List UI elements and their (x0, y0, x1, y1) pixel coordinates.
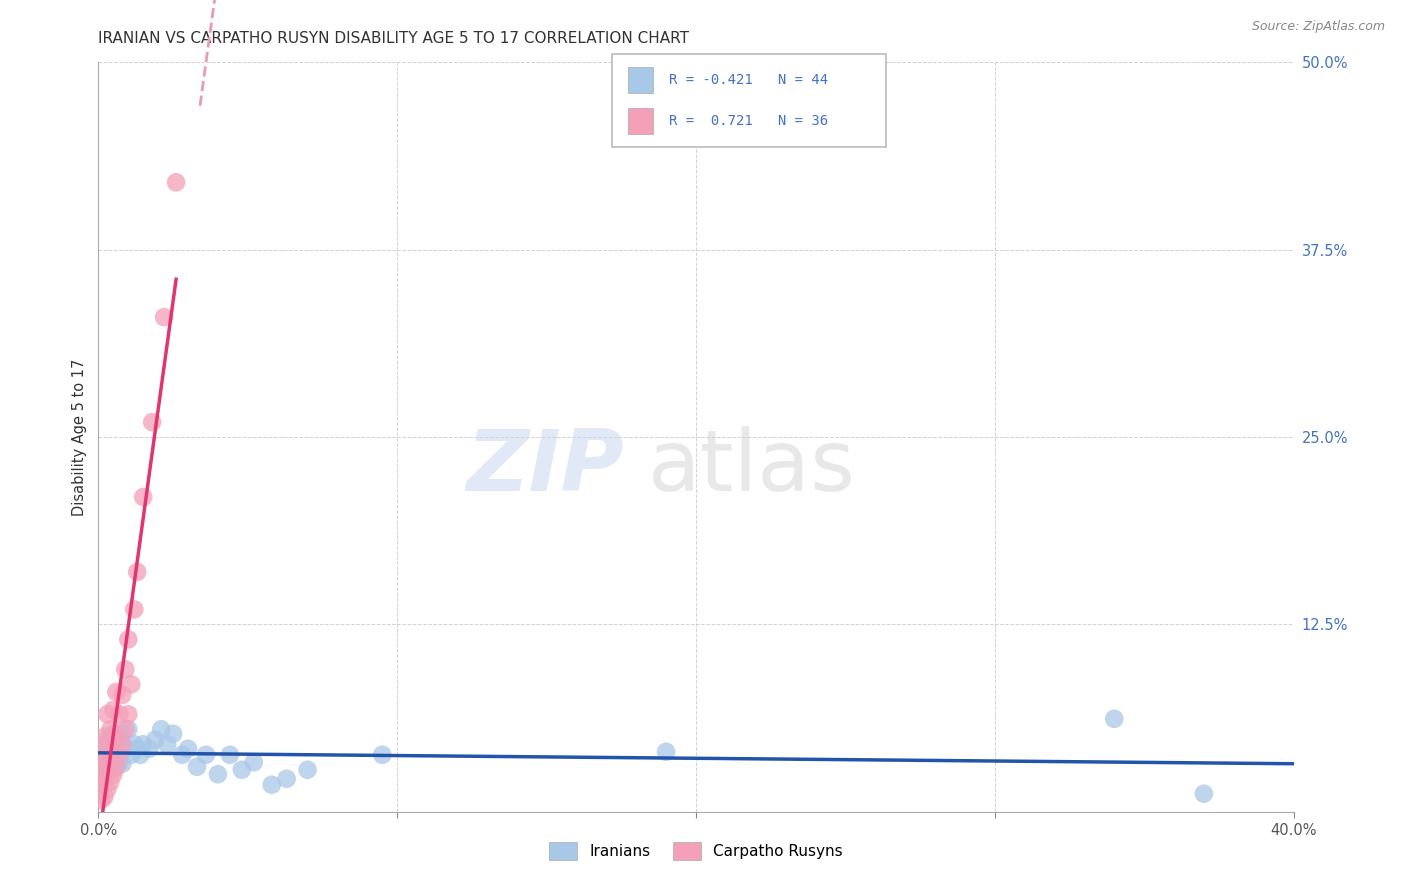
Point (108, 747, 131, 762)
Text: atlas: atlas (648, 425, 856, 508)
Point (141, 415, 163, 429)
Point (138, 741, 160, 756)
Bar (628, 67, 652, 93)
Point (108, 707, 131, 722)
Point (96, 732, 118, 747)
Point (186, 760, 208, 774)
Point (93, 767, 115, 781)
Point (96, 707, 118, 722)
Point (111, 756, 134, 771)
Point (120, 747, 142, 762)
Point (150, 723, 173, 737)
Point (103, 703, 125, 717)
Point (129, 747, 152, 762)
Point (93, 730, 115, 744)
Point (108, 756, 131, 770)
Point (96, 756, 118, 771)
Point (93, 772, 115, 786)
Bar (628, 108, 652, 134)
Point (105, 730, 128, 744)
Point (124, 737, 146, 751)
Point (162, 727, 184, 741)
Point (127, 741, 149, 756)
Point (103, 727, 125, 741)
Point (177, 741, 200, 756)
Point (111, 688, 134, 702)
Point (114, 741, 136, 756)
Point (260, 778, 283, 792)
Point (96, 782, 118, 797)
Text: IRANIAN VS CARPATHO RUSYN DISABILITY AGE 5 TO 17 CORRELATION CHART: IRANIAN VS CARPATHO RUSYN DISABILITY AGE… (98, 31, 689, 46)
Point (103, 747, 125, 762)
Point (111, 737, 134, 751)
Point (90, 763, 112, 777)
Point (96, 763, 118, 777)
Point (297, 763, 319, 777)
Point (105, 737, 128, 751)
Point (207, 767, 229, 781)
Point (132, 737, 155, 751)
Text: ZIP: ZIP (467, 425, 624, 508)
Point (98, 774, 122, 789)
Point (114, 662, 136, 676)
Point (120, 677, 142, 691)
Point (231, 763, 253, 777)
Point (117, 632, 139, 647)
Point (103, 767, 125, 781)
Point (117, 707, 139, 722)
Point (103, 763, 125, 777)
Point (219, 747, 242, 762)
Point (111, 727, 134, 741)
Point (243, 756, 266, 770)
Point (105, 760, 128, 774)
Point (1104, 712, 1126, 726)
Point (98, 752, 122, 766)
Text: Source: ZipAtlas.com: Source: ZipAtlas.com (1251, 20, 1385, 33)
Point (114, 723, 136, 737)
Point (143, 732, 166, 747)
Point (90, 760, 112, 774)
Point (117, 723, 139, 737)
Point (124, 602, 146, 616)
Point (98, 723, 122, 737)
Point (103, 741, 125, 756)
Point (105, 685, 128, 699)
Text: R =  0.721   N = 36: R = 0.721 N = 36 (669, 114, 828, 128)
Point (132, 490, 155, 504)
Point (153, 310, 176, 325)
Point (195, 747, 218, 762)
Point (276, 772, 298, 786)
Point (98, 730, 122, 744)
Point (371, 747, 394, 762)
Legend: Iranians, Carpatho Rusyns: Iranians, Carpatho Rusyns (550, 842, 842, 860)
Point (90, 793, 112, 807)
Point (93, 752, 115, 766)
Point (1192, 787, 1215, 801)
Point (172, 747, 194, 762)
Point (105, 760, 128, 774)
Point (90, 778, 112, 792)
Point (156, 737, 179, 751)
Y-axis label: Disability Age 5 to 17: Disability Age 5 to 17 (72, 359, 87, 516)
Point (93, 747, 115, 762)
Point (98, 752, 122, 766)
Point (93, 789, 115, 804)
Point (655, 745, 678, 759)
Point (90, 747, 112, 762)
Point (127, 565, 149, 579)
Point (165, 175, 187, 189)
Point (90, 741, 112, 756)
Point (108, 732, 131, 747)
Text: R = -0.421   N = 44: R = -0.421 N = 44 (669, 73, 828, 87)
Point (96, 737, 118, 751)
